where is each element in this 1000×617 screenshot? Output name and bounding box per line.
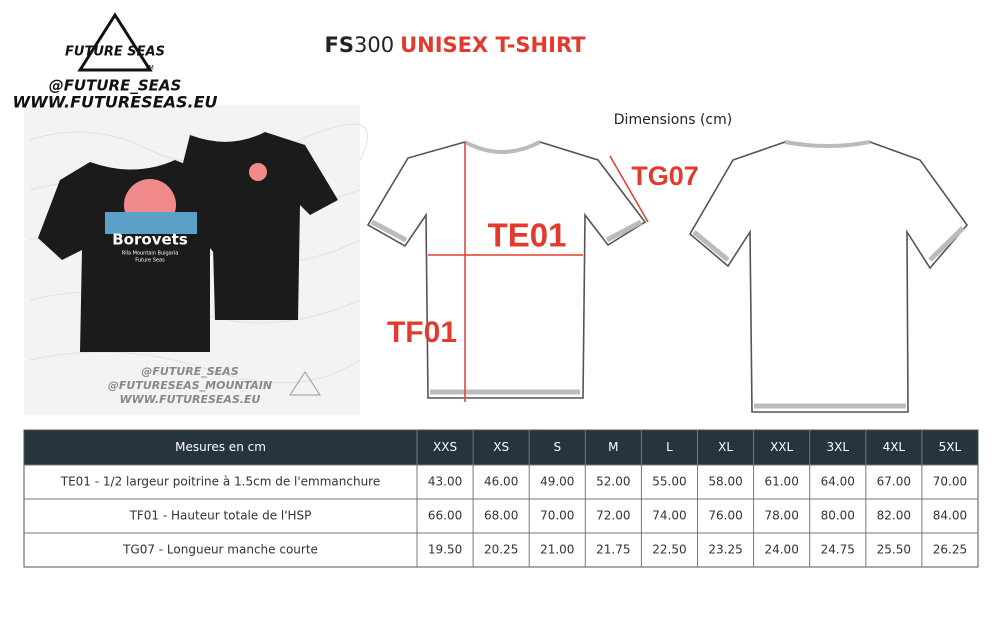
print-subtitle: Rila Mountain Bulgaria	[122, 251, 179, 257]
cell: 24.75	[821, 543, 855, 557]
row-label: TF01 - Hauteur totale de l'HSP	[129, 509, 312, 523]
footer-instagram: @FUTURE_SEAS	[141, 365, 238, 378]
cell: 22.50	[652, 543, 686, 557]
cell: 76.00	[708, 509, 742, 523]
cell: 66.00	[428, 509, 462, 523]
cell: 74.00	[652, 509, 686, 523]
cell: 43.00	[428, 475, 462, 489]
cell: 20.25	[484, 543, 518, 557]
header-cell: S	[553, 440, 561, 454]
label-sleeve: TG07	[631, 161, 699, 191]
header-cell: XXL	[770, 440, 793, 454]
cell: 80.00	[821, 509, 855, 523]
footer-instagram-mountain: @FUTURESEAS_MOUNTAIN	[108, 379, 272, 392]
cell: 68.00	[484, 509, 518, 523]
cell: 70.00	[933, 475, 967, 489]
product-image: Borovets Rila Mountain Bulgaria Future S…	[24, 105, 368, 415]
cell: 84.00	[933, 509, 967, 523]
header-cell: M	[608, 440, 618, 454]
label-chest: TE01	[488, 217, 567, 254]
cell: 26.25	[933, 543, 967, 557]
cell: 46.00	[484, 475, 518, 489]
cell: 25.50	[877, 543, 911, 557]
cell: 70.00	[540, 509, 574, 523]
print-brand: Future Seas	[135, 258, 165, 264]
cell: 24.00	[764, 543, 798, 557]
title-model: 300	[354, 33, 394, 57]
header-cell: XXS	[433, 440, 457, 454]
cell: 21.00	[540, 543, 574, 557]
front-shirt	[366, 140, 647, 399]
cell: 64.00	[821, 475, 855, 489]
title: FS300 UNISEX T-SHIRT	[324, 33, 586, 57]
footer-website: WWW.FUTURESEAS.EU	[120, 393, 261, 406]
row-label: TE01 - 1/2 largeur poitrine à 1.5cm de l…	[60, 475, 380, 489]
logo-text: FUTURE SEAS	[65, 45, 165, 60]
print-name: Borovets	[112, 231, 188, 249]
header-cell: XS	[493, 440, 509, 454]
cell: 23.25	[708, 543, 742, 557]
cell: 61.00	[764, 475, 798, 489]
header-cell: 4XL	[883, 440, 906, 454]
cell: 52.00	[596, 475, 630, 489]
header-cell: Mesures en cm	[175, 440, 266, 454]
cell: 21.75	[596, 543, 630, 557]
cell: 67.00	[877, 475, 911, 489]
size-table: Mesures en cm XXS XS S M L XL XXL 3XL 4XL 5XL TE01 …	[23, 429, 979, 568]
header-cell: 3XL	[826, 440, 849, 454]
cell: 49.00	[540, 475, 574, 489]
instagram: @FUTURE_SEAS	[49, 77, 182, 95]
diagram-title: Dimensions (cm)	[614, 112, 732, 128]
cell: 78.00	[764, 509, 798, 523]
header-cell: 5XL	[939, 440, 962, 454]
cell: 82.00	[877, 509, 911, 523]
logo: FUTURE SEAS TM @FUTURE_SEAS WWW.FUTURESE…	[12, 12, 218, 112]
back-shirt	[688, 140, 969, 413]
header-cell: XL	[718, 440, 733, 454]
title-brand: FS	[324, 33, 353, 57]
row-label: TG07 - Longueur manche courte	[122, 543, 318, 557]
cell: 19.50	[428, 543, 462, 557]
cell: 58.00	[708, 475, 742, 489]
trademark: TM	[144, 65, 154, 72]
cell: 55.00	[652, 475, 686, 489]
label-length: TF01	[387, 316, 457, 349]
measure-lines	[428, 142, 649, 402]
title-name: UNISEX T-SHIRT	[400, 33, 586, 57]
table-header-bg	[24, 430, 978, 465]
cell: 72.00	[596, 509, 630, 523]
header-cell: L	[666, 440, 673, 454]
website: WWW.FUTURESEAS.EU	[12, 93, 217, 112]
